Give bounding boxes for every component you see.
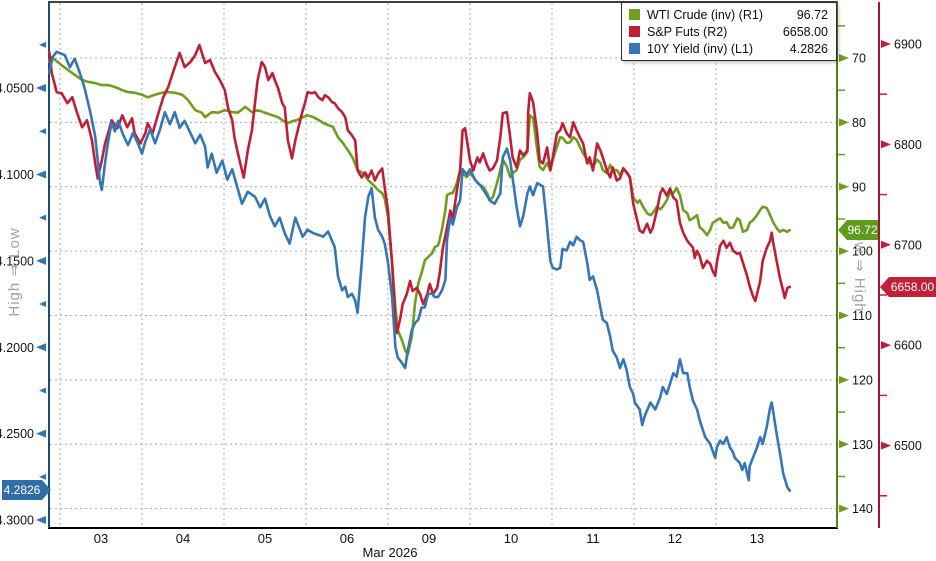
left-axis-minor-tick-icon: [39, 301, 46, 308]
legend-item-10y-yield: 10Y Yield (inv) (L1) 4.2826: [629, 40, 828, 57]
left-axis-tick-label: 4.2000: [0, 341, 34, 355]
series-line-s-p-futs: [48, 43, 792, 335]
wti-axis-tick-arrow-icon: [839, 504, 849, 513]
x-axis-tick-label: 05: [258, 531, 272, 546]
sp-axis-tick-arrow-icon: [881, 240, 891, 249]
sp-axis-tick-label: 6600: [894, 339, 922, 353]
wti-axis-tick-arrow-icon: [839, 311, 849, 320]
wti-axis-tick-arrow-icon: [839, 182, 849, 191]
left-axis-tick-label: 4.1500: [0, 254, 34, 268]
sp-axis-tick-label: 6800: [894, 138, 922, 152]
sp-last-value-badge: 6658.00: [880, 277, 936, 297]
sp-axis-tick-arrow-icon: [881, 341, 891, 350]
wti-axis-tick-arrow-icon: [839, 118, 849, 127]
left-axis-tick-arrow-icon: [36, 516, 46, 525]
x-axis-tick-label: 13: [750, 531, 764, 546]
wti-axis-tick-label: 140: [852, 502, 873, 516]
legend-label: 10Y Yield (inv) (L1): [647, 41, 754, 56]
left-axis-title: High ⇒ Low: [6, 227, 23, 317]
left-axis-tick-arrow-icon: [36, 170, 46, 179]
left-axis-minor-tick-icon: [39, 41, 46, 48]
wti-axis-tick-arrow-icon: [839, 54, 849, 63]
legend-label: WTI Crude (inv) (R1): [647, 7, 763, 22]
series-line-10y-yield-inv-: [48, 50, 792, 493]
wti-axis-tick-arrow-icon: [839, 247, 849, 256]
legend-value: 6658.00: [782, 24, 828, 39]
wti-axis-tick-label: 70: [852, 52, 866, 66]
wti-series-swatch-icon: [629, 9, 640, 20]
x-axis-tick-label: 06: [340, 531, 354, 546]
legend: WTI Crude (inv) (R1) 96.72 S&P Futs (R2)…: [621, 2, 837, 61]
x-axis-tick-label: 12: [668, 531, 682, 546]
wti-axis-tick-arrow-icon: [839, 440, 849, 449]
legend-item-wti: WTI Crude (inv) (R1) 96.72: [629, 6, 828, 23]
sp-axis-tick-label: 6500: [894, 439, 922, 453]
x-axis-tick-label: 09: [422, 531, 436, 546]
sp-axis-tick-label: 6900: [894, 37, 922, 51]
legend-label: S&P Futs (R2): [647, 24, 728, 39]
legend-value: 4.2826: [789, 41, 828, 56]
left-axis-tick-arrow-icon: [36, 84, 46, 93]
left-axis-tick-arrow-icon: [36, 256, 46, 265]
wti-axis-tick-label: 90: [852, 180, 866, 194]
sp-axis-tick-arrow-icon: [881, 140, 891, 149]
left-axis-minor-tick-icon: [39, 387, 46, 394]
wti-axis-tick-label: 120: [852, 373, 873, 387]
left-axis-tick-label: 4.0500: [0, 82, 34, 96]
left-axis-minor-tick-icon: [39, 214, 46, 221]
x-axis-month-label: Mar 2026: [362, 545, 418, 560]
wti-axis-tick-label: 100: [852, 245, 873, 259]
wti-axis-tick-label: 80: [852, 116, 866, 130]
sp-series-swatch-icon: [629, 26, 640, 37]
wti-axis-tick-label: 130: [852, 438, 873, 452]
legend-value: 96.72: [796, 7, 828, 22]
wti-axis-tick-label: 110: [852, 309, 872, 323]
left-axis-minor-tick-icon: [39, 128, 46, 135]
left-axis-tick-label: 4.1000: [0, 168, 34, 182]
sp-axis-tick-arrow-icon: [881, 39, 891, 48]
x-axis-tick-label: 10: [504, 531, 518, 546]
sp-axis-tick-label: 6700: [894, 238, 922, 252]
legend-item-sp-futs: S&P Futs (R2) 6658.00: [629, 23, 828, 40]
left-axis-tick-label: 4.2500: [0, 427, 34, 441]
x-axis-tick-label: 03: [94, 531, 108, 546]
left-axis-tick-arrow-icon: [36, 343, 46, 352]
x-axis-tick-label: 04: [176, 531, 190, 546]
sp-axis-tick-arrow-icon: [881, 441, 891, 450]
yield-last-value-badge: 4.2826: [2, 480, 51, 500]
right-axis-title: Low ⇒ High: [851, 223, 868, 313]
left-axis-tick-arrow-icon: [36, 429, 46, 438]
yield-series-swatch-icon: [629, 43, 640, 54]
wti-axis-tick-arrow-icon: [839, 375, 849, 384]
x-axis-tick-label: 11: [586, 531, 600, 546]
left-axis-minor-tick-icon: [39, 473, 46, 480]
left-axis-tick-label: 4.3000: [0, 514, 34, 528]
wti-last-value-badge: 96.72: [838, 220, 878, 240]
